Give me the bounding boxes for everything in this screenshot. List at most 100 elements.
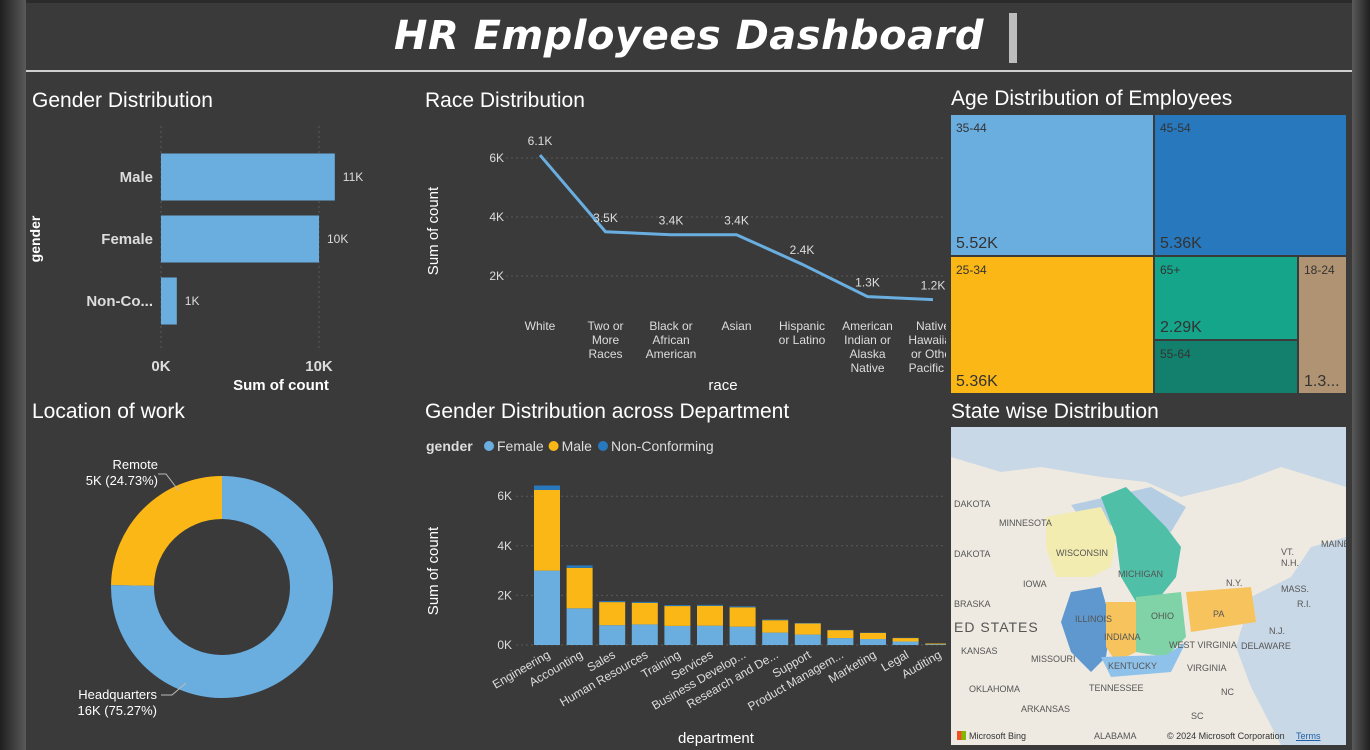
state-map[interactable]: DAKOTA MINNESOTA DAKOTA WISCONSIN MICHIGAN IO… — [951, 427, 1346, 745]
state-panel-title: State wise Distribution — [951, 400, 1159, 423]
dept-bar-legal-male[interactable] — [892, 638, 919, 642]
race-category-label: Asian — [721, 319, 751, 333]
legend-label-non-conforming[interactable]: Non-Conforming — [611, 438, 714, 454]
dept-bar-accounting-male[interactable] — [566, 567, 593, 609]
map-label-alabama: ALABAMA — [1094, 731, 1137, 741]
race-y-axis-label: Sum of count — [425, 186, 442, 275]
dept-bar-research-and-de-non-conforming[interactable] — [762, 619, 789, 621]
title-divider — [26, 70, 1352, 72]
map-label-ed-states: ED STATES — [954, 619, 1039, 635]
map-label-missouri: MISSOURI — [1031, 654, 1076, 664]
dept-bar-auditing-male[interactable] — [925, 643, 946, 645]
race-category-label: Native — [850, 361, 884, 375]
treemap-tile-45-54[interactable]: 45-54 5.36K — [1155, 115, 1346, 255]
legend-marker-non-conforming — [598, 441, 608, 451]
remote-label-value: 5K (24.73%) — [86, 473, 158, 488]
dept-bar-training-non-conforming[interactable] — [664, 605, 691, 607]
dept-bar-auditing-female[interactable] — [925, 644, 946, 645]
race-data-label: 3.5K — [593, 211, 618, 225]
dept-bar-sales-female[interactable] — [599, 625, 626, 645]
dept-tick-label: 0K — [497, 638, 512, 652]
treemap-tile-label: 65+ — [1160, 263, 1181, 277]
legend-label-female[interactable]: Female — [497, 438, 544, 454]
treemap-tile-55-64[interactable]: 55-64 — [1155, 341, 1297, 393]
gender-bar-non-co[interactable] — [161, 277, 177, 325]
map-label-mass: MASS. — [1281, 584, 1309, 594]
race-category-label: or Latino — [779, 333, 826, 347]
map-terms-link[interactable]: Terms — [1296, 731, 1321, 741]
dept-bar-human-resources-non-conforming[interactable] — [631, 601, 658, 603]
gender-bar-female[interactable] — [161, 215, 319, 263]
race-data-label: 1.3K — [855, 276, 880, 290]
dept-bar-human-resources-male[interactable] — [631, 602, 658, 625]
dept-bar-services-male[interactable] — [697, 605, 723, 626]
treemap-tile-65[interactable]: 65+ 2.29K — [1155, 257, 1297, 339]
donut-slice-remote[interactable] — [111, 476, 222, 586]
headquarters-leader-line — [161, 682, 187, 696]
dept-bar-research-and-de-male[interactable] — [762, 620, 789, 633]
dept-bar-engineering-female[interactable] — [534, 570, 560, 645]
dept-bar-sales-male[interactable] — [599, 602, 626, 626]
dept-bar-training-female[interactable] — [664, 625, 691, 645]
treemap-tile-25-34[interactable]: 25-34 5.36K — [951, 257, 1153, 393]
dept-bar-support-male[interactable] — [794, 623, 821, 635]
dept-bar-training-male[interactable] — [664, 606, 691, 626]
dept-bar-product-managem-female[interactable] — [827, 638, 854, 645]
gender-bar-male[interactable] — [161, 153, 335, 201]
dept-bar-sales-non-conforming[interactable] — [599, 601, 626, 603]
map-label-n-h: N.H. — [1281, 558, 1299, 568]
map-label-pa: PA — [1213, 609, 1224, 619]
gender-category-label: Female — [101, 231, 153, 248]
gender-data-label: 11K — [343, 170, 363, 184]
bing-logo-icon — [957, 731, 966, 740]
dept-bar-human-resources-female[interactable] — [631, 624, 658, 645]
dept-bar-support-female[interactable] — [794, 634, 821, 645]
race-data-label: 6.1K — [528, 134, 553, 148]
dept-bar-business-develop-non-conforming[interactable] — [729, 606, 756, 608]
race-category-label: American — [842, 319, 893, 333]
map-label-iowa: IOWA — [1023, 579, 1047, 589]
legend-marker-female — [484, 441, 494, 451]
dept-bar-engineering-male[interactable] — [534, 490, 560, 571]
gender-tick-10: 10K — [305, 358, 333, 375]
dept-bar-marketing-female[interactable] — [860, 639, 886, 645]
age-panel-title: Age Distribution of Employees — [951, 87, 1233, 110]
dept-stacked-bar-chart[interactable]: gender Female Male Non-Conforming Sum of c… — [416, 431, 946, 749]
gender-panel-title: Gender Distribution — [32, 89, 213, 112]
dept-bar-business-develop-female[interactable] — [729, 626, 756, 645]
gender-bar-chart[interactable]: gender Male 11K Female 10K Non-Co... 1K 0K 10… — [26, 121, 406, 396]
map-canvas[interactable]: DAKOTA MINNESOTA DAKOTA WISCONSIN MICHIGAN IO… — [951, 427, 1346, 745]
map-label-dakota: DAKOTA — [954, 499, 990, 509]
map-label-tennessee: TENNESSEE — [1089, 683, 1144, 693]
dept-bar-accounting-non-conforming[interactable] — [566, 565, 593, 568]
dept-bar-marketing-male[interactable] — [860, 632, 886, 640]
race-category-label: More — [592, 333, 620, 347]
gender-data-label: 1K — [185, 294, 200, 308]
location-donut-chart[interactable]: Remote 5K (24.73%) Headquarters 16K (75.… — [26, 433, 406, 733]
map-copyright: © 2024 Microsoft Corporation — [1167, 731, 1285, 741]
dept-bar-product-managem-male[interactable] — [827, 630, 854, 639]
race-category-label: Indian or — [844, 333, 891, 347]
dept-panel-title: Gender Distribution across Department — [425, 400, 790, 423]
map-label-n-y: N.Y. — [1226, 578, 1242, 588]
treemap-tile-18-24[interactable]: 18-24 1.3... — [1299, 257, 1346, 393]
treemap-tile-35-44[interactable]: 35-44 5.52K — [951, 115, 1153, 255]
dept-bar-services-non-conforming[interactable] — [697, 604, 723, 606]
dept-bar-accounting-female[interactable] — [566, 608, 593, 645]
map-label-braska: BRASKA — [954, 599, 991, 609]
gender-category-label: Male — [120, 169, 153, 186]
age-treemap[interactable]: 35-44 5.52K 45-54 5.36K 25-34 5.36K 65+ 2.29K 55… — [951, 115, 1346, 393]
legend-label-male[interactable]: Male — [562, 438, 593, 454]
map-label-virginia: VIRGINIA — [1187, 663, 1227, 673]
race-line-chart[interactable]: Sum of count 2K 4K 6K 6.1K White 3.5K Two orM… — [416, 121, 946, 396]
race-series-line[interactable] — [538, 154, 934, 302]
donut-slice-headquarters[interactable] — [111, 476, 334, 698]
dept-bar-research-and-de-female[interactable] — [762, 632, 789, 645]
race-category-label: American — [646, 347, 697, 361]
treemap-tile-label: 35-44 — [956, 121, 987, 135]
dept-bar-engineering-non-conforming[interactable] — [534, 485, 560, 490]
kentucky-shape — [1101, 642, 1186, 677]
dept-bar-services-female[interactable] — [697, 625, 723, 645]
dept-bar-business-develop-male[interactable] — [729, 607, 756, 627]
dept-bar-legal-female[interactable] — [892, 641, 919, 645]
